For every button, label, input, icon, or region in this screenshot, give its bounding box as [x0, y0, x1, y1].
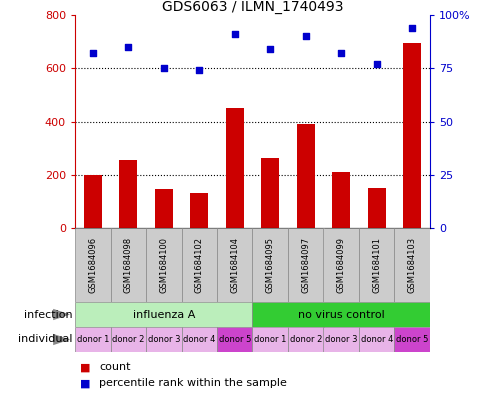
- Point: [301, 33, 309, 39]
- Bar: [75, 327, 110, 352]
- Text: count: count: [99, 362, 131, 373]
- Text: donor 5: donor 5: [395, 335, 427, 344]
- Bar: [252, 228, 287, 302]
- Polygon shape: [53, 334, 70, 345]
- Text: influenza A: influenza A: [132, 310, 195, 320]
- Bar: [110, 327, 146, 352]
- Bar: [358, 327, 393, 352]
- Point: [372, 61, 380, 67]
- Point: [195, 67, 203, 73]
- Text: GSM1684097: GSM1684097: [301, 237, 310, 293]
- Bar: [146, 327, 181, 352]
- Bar: [154, 189, 172, 228]
- Point: [160, 65, 167, 72]
- Polygon shape: [53, 309, 70, 320]
- Text: GSM1684103: GSM1684103: [407, 237, 416, 293]
- Text: donor 3: donor 3: [147, 335, 180, 344]
- Bar: [323, 228, 358, 302]
- Text: donor 3: donor 3: [324, 335, 357, 344]
- Bar: [84, 175, 102, 228]
- Bar: [403, 44, 420, 228]
- Text: donor 4: donor 4: [360, 335, 392, 344]
- Bar: [358, 228, 393, 302]
- Text: percentile rank within the sample: percentile rank within the sample: [99, 378, 287, 388]
- Bar: [181, 327, 216, 352]
- Text: GSM1684104: GSM1684104: [230, 237, 239, 293]
- Text: donor 2: donor 2: [112, 335, 144, 344]
- Point: [408, 25, 415, 31]
- Text: donor 2: donor 2: [289, 335, 321, 344]
- Point: [124, 44, 132, 50]
- Text: GSM1684095: GSM1684095: [265, 237, 274, 293]
- Text: GSM1684102: GSM1684102: [195, 237, 203, 293]
- Text: ■: ■: [80, 362, 90, 373]
- Bar: [146, 228, 181, 302]
- Bar: [287, 228, 323, 302]
- Bar: [332, 172, 349, 228]
- Bar: [323, 327, 358, 352]
- Bar: [226, 108, 243, 228]
- Text: donor 1: donor 1: [254, 335, 286, 344]
- Point: [266, 46, 273, 52]
- Bar: [190, 193, 208, 228]
- Bar: [75, 302, 252, 327]
- Bar: [216, 327, 252, 352]
- Text: no virus control: no virus control: [297, 310, 384, 320]
- Text: GSM1684100: GSM1684100: [159, 237, 168, 293]
- Bar: [393, 327, 429, 352]
- Text: ■: ■: [80, 378, 90, 388]
- Bar: [110, 228, 146, 302]
- Text: GSM1684096: GSM1684096: [88, 237, 97, 293]
- Bar: [393, 228, 429, 302]
- Point: [89, 50, 96, 57]
- Text: donor 1: donor 1: [76, 335, 109, 344]
- Text: GSM1684099: GSM1684099: [336, 237, 345, 293]
- Bar: [252, 327, 287, 352]
- Bar: [119, 160, 137, 228]
- Bar: [287, 327, 323, 352]
- Text: donor 5: donor 5: [218, 335, 250, 344]
- Point: [230, 31, 238, 37]
- Bar: [181, 228, 216, 302]
- Bar: [75, 228, 110, 302]
- Text: GSM1684101: GSM1684101: [372, 237, 380, 293]
- Text: donor 4: donor 4: [182, 335, 215, 344]
- Bar: [367, 188, 385, 228]
- Bar: [252, 302, 429, 327]
- Title: GDS6063 / ILMN_1740493: GDS6063 / ILMN_1740493: [162, 0, 343, 14]
- Bar: [216, 228, 252, 302]
- Bar: [296, 124, 314, 228]
- Text: GSM1684098: GSM1684098: [123, 237, 133, 293]
- Point: [337, 50, 345, 57]
- Bar: [261, 158, 279, 228]
- Text: individual: individual: [18, 334, 73, 345]
- Text: infection: infection: [24, 310, 73, 320]
